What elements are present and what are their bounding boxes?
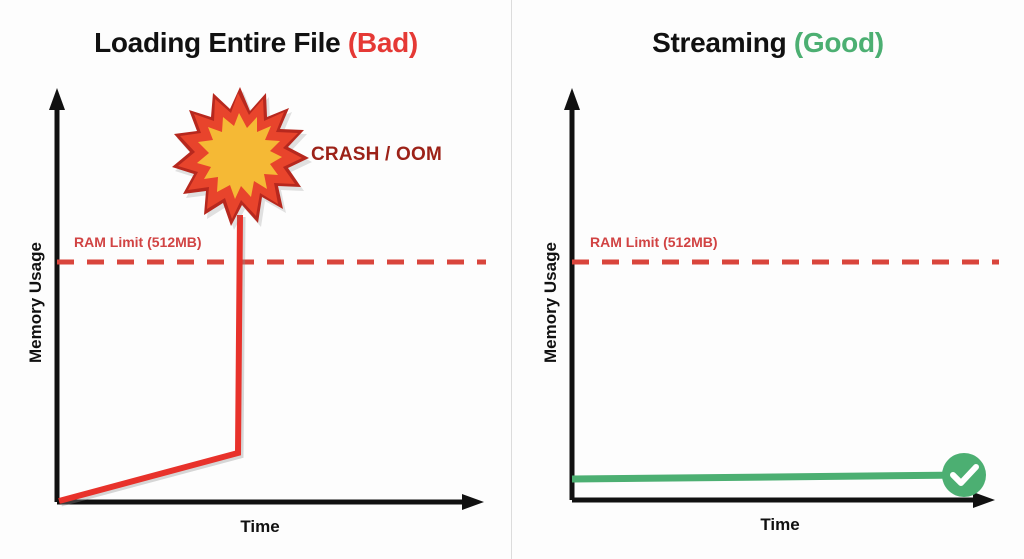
x-axis-label: Time [240, 517, 280, 536]
y-axis [564, 88, 580, 500]
panel-streaming: Streaming (Good) Memory Usage [512, 0, 1024, 559]
burst-core [197, 113, 282, 199]
panel-loading-entire-file: Loading Entire File (Bad) [0, 27, 512, 536]
panel-title-accent: (Bad) [347, 27, 418, 58]
x-axis [572, 492, 995, 508]
panel-title-main: Loading Entire File [94, 27, 348, 58]
ram-limit-label: RAM Limit (512MB) [590, 234, 718, 250]
panel-title-accent: (Good) [793, 27, 884, 58]
x-axis-label: Time [760, 515, 800, 534]
y-axis-label: Memory Usage [26, 242, 45, 363]
explosion-burst-icon [172, 87, 312, 230]
panel-title-streaming: Streaming (Good) [512, 27, 1024, 59]
panel-title-main: Streaming [652, 27, 794, 58]
crash-oom-label: CRASH / OOM [311, 144, 442, 165]
panel-divider [511, 0, 512, 559]
ram-limit-label: RAM Limit (512MB) [74, 234, 202, 250]
memory-usage-line [571, 471, 968, 483]
memory-usage-line [58, 214, 243, 504]
x-axis [57, 494, 484, 510]
chart-canvas-streaming [564, 88, 999, 508]
panel-title-loading-entire-file: Loading Entire File (Bad) [0, 27, 512, 59]
y-axis [49, 88, 65, 502]
chart-canvas-loading-entire-file [49, 87, 486, 510]
y-axis-label: Memory Usage [541, 242, 560, 363]
check-circle-icon [942, 453, 986, 497]
